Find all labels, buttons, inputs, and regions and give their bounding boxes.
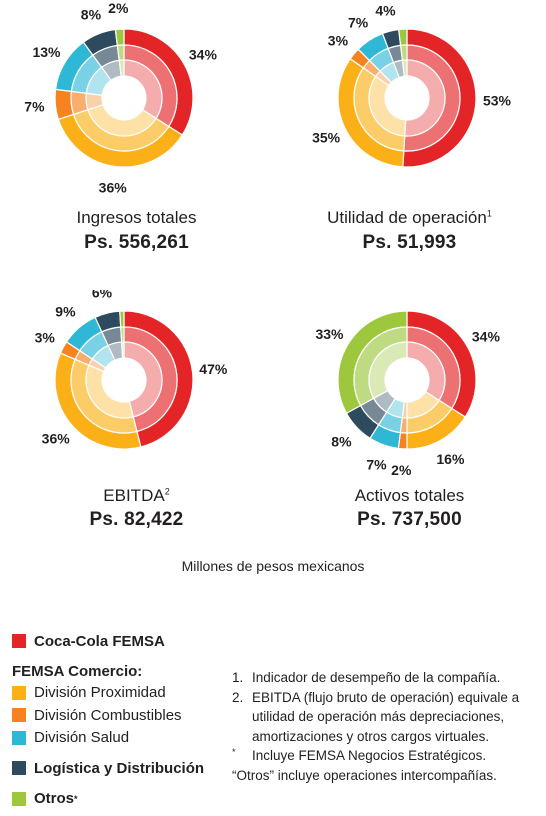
slice-label-division_proximidad: 35% xyxy=(312,129,341,145)
legend-swatch xyxy=(12,791,26,806)
donut-utilidad-operacion: 53% 35% 3% 7% 4% xyxy=(312,3,512,168)
chart-ebitda: 47% 36% 3% 9% 6% EBITDA2 Ps. 82,422 xyxy=(0,290,273,560)
chart-value: Ps. 737,500 xyxy=(357,509,462,530)
slice-label-division_proximidad: 16% xyxy=(436,451,465,467)
slice-label-division_combustibles: 2% xyxy=(391,462,412,478)
donut-center xyxy=(102,76,146,120)
donut-slice-division_combustibles-ring-2 xyxy=(70,90,89,116)
legend-item-otros: Otros * xyxy=(12,788,227,811)
legend-label: Coca-Cola FEMSA xyxy=(34,632,165,650)
slice-label-logistica: 8% xyxy=(81,6,102,22)
footnote-text: Indicador de desempeño de la compañía. xyxy=(252,670,501,685)
donut-center xyxy=(385,76,429,120)
footnote-1: 1. Indicador de desempeño de la compañía… xyxy=(232,668,537,688)
chart-title-note: 2 xyxy=(164,486,170,497)
legend-item-division-combustibles: División Combustibles xyxy=(12,704,227,727)
donut-slice-otros-ring-1 xyxy=(114,28,125,47)
footnote-number: 2. xyxy=(232,689,244,705)
chart-value: Ps. 82,422 xyxy=(89,509,184,530)
units-note: Millones de pesos mexicanos xyxy=(181,558,365,574)
chart-value: Ps. 51,993 xyxy=(362,232,457,253)
legend-swatch xyxy=(12,730,26,745)
donut-slice-otros-ring-2 xyxy=(120,326,125,343)
slice-label-division_proximidad: 36% xyxy=(99,179,128,195)
legend-swatch xyxy=(12,708,26,723)
chart-title-text: Ingresos totales xyxy=(76,208,197,227)
footnote-number: 1. xyxy=(232,670,244,685)
chart-utilidad-operacion: 53% 35% 3% 7% 4% Utilidad de operación1 Ps. … xyxy=(273,0,546,270)
footnote-2: 2. EBITDA (flujo bruto de operación) equ… xyxy=(232,688,537,747)
legend-label: División Combustibles xyxy=(34,706,182,724)
slice-label-division_combustibles: 7% xyxy=(24,99,45,115)
footnote-text: EBITDA (flujo bruto de operación) equiva… xyxy=(252,689,520,744)
slice-label-logistica: 8% xyxy=(331,434,352,450)
legend-swatch xyxy=(12,634,26,649)
slice-label-division_salud: 7% xyxy=(348,14,369,30)
chart-title-text: EBITDA xyxy=(103,486,165,505)
slice-label-division_combustibles: 3% xyxy=(35,329,56,345)
donut-slice-otros-ring-3 xyxy=(121,341,125,359)
donut-center xyxy=(102,358,146,402)
legend-swatch xyxy=(12,685,26,700)
slice-label-logistica: 4% xyxy=(375,3,396,19)
legend-swatch xyxy=(12,761,26,776)
chart-title: Activos totales xyxy=(273,486,546,506)
legend-group-heading: FEMSA Comercio: xyxy=(12,662,143,680)
legend-item-division-salud: División Salud xyxy=(12,727,227,750)
donut-slice-otros-ring-1 xyxy=(119,310,125,328)
slice-label-division_salud: 13% xyxy=(32,44,61,60)
chart-title: EBITDA2 xyxy=(0,486,273,506)
donut-ingresos-totales: 34% 36% 7% 13% 8% 2% xyxy=(24,0,218,195)
footnote-otros: “Otros” incluye operaciones intercompañí… xyxy=(232,766,537,786)
slice-label-otros: 33% xyxy=(315,326,344,342)
chart-activos-totales: 34% 16% 2% 7% 8% 33% Activos totales Ps. 737,… xyxy=(273,290,546,560)
footnote-number: * xyxy=(232,747,236,757)
slice-label-division_combustibles: 3% xyxy=(328,32,349,48)
chart-title: Utilidad de operación1 xyxy=(273,208,546,228)
footnote-text: Incluye FEMSA Negocios Estratégicos. xyxy=(252,748,487,763)
slice-label-otros: 2% xyxy=(108,0,129,16)
legend-item-logistica: Logística y Distribución xyxy=(12,757,227,780)
chart-title: Ingresos totales xyxy=(0,208,273,228)
chart-title-note: 1 xyxy=(486,208,492,219)
chart-value: Ps. 556,261 xyxy=(84,232,189,253)
legend-label: División Salud xyxy=(34,729,130,747)
slice-label-coca_cola_femsa: 34% xyxy=(189,47,218,63)
donut-ebitda: 47% 36% 3% 9% 6% xyxy=(35,290,228,450)
chart-title-text: Utilidad de operación xyxy=(327,208,487,227)
footnotes: 1. Indicador de desempeño de la compañía… xyxy=(232,668,537,785)
legend-item-division-proximidad: División Proximidad xyxy=(12,682,227,705)
chart-title-text: Activos totales xyxy=(354,486,465,505)
donut-activos-totales: 34% 16% 2%7% 8% 33% xyxy=(315,310,501,478)
slice-label-division_proximidad: 36% xyxy=(42,431,71,447)
slice-label-coca_cola_femsa: 53% xyxy=(483,93,512,109)
slice-label-division_salud: 7% xyxy=(366,457,387,473)
slice-label-coca_cola_femsa: 34% xyxy=(472,329,501,345)
slice-label-logistica: 6% xyxy=(92,290,113,301)
donut-slice-otros-ring-2 xyxy=(116,44,125,61)
donut-slice-otros-ring-1 xyxy=(398,28,408,47)
legend-label: División Proximidad xyxy=(34,684,166,702)
footnote-text: “Otros” incluye operaciones intercompañí… xyxy=(232,767,497,783)
footnote-asterisk: * Incluye FEMSA Negocios Estratégicos. xyxy=(232,746,537,766)
donut-slice-otros-ring-2 xyxy=(399,44,408,61)
donut-center xyxy=(385,358,429,402)
slice-label-division_salud: 9% xyxy=(55,304,76,320)
legend-label: Otros xyxy=(34,790,75,808)
legend-note-mark: * xyxy=(74,793,78,804)
legend: Coca-Cola FEMSA FEMSA Comercio: División… xyxy=(12,630,227,810)
chart-ingresos-totales: 34% 36% 7% 13% 8% 2% Ingresos totales Ps. 556… xyxy=(0,0,273,270)
slice-label-coca_cola_femsa: 47% xyxy=(199,361,228,377)
legend-label: Logística y Distribución xyxy=(34,759,205,777)
legend-item-coca-cola-femsa: Coca-Cola FEMSA xyxy=(12,630,227,653)
